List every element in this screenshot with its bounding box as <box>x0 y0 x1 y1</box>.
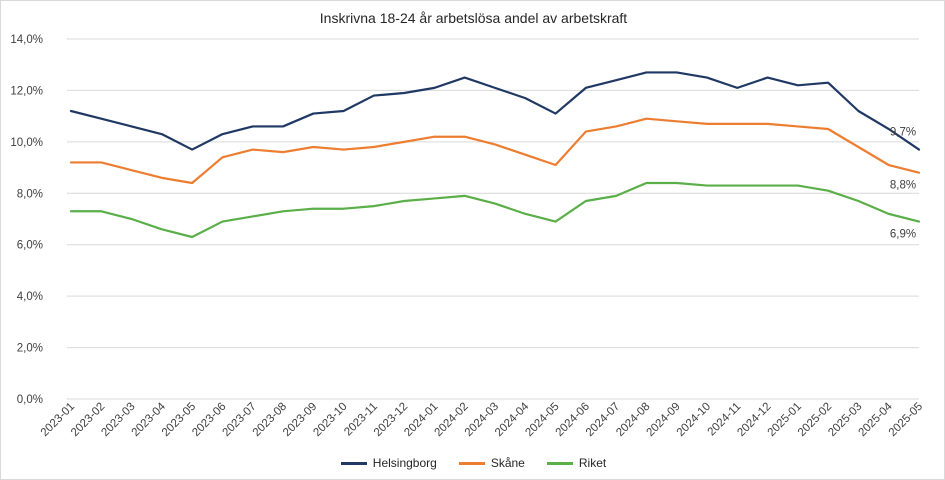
legend-item-skane: Skåne <box>458 456 525 470</box>
legend-item-riket: Riket <box>546 456 607 470</box>
y-tick-label: 10,0% <box>10 137 43 149</box>
y-tick-label: 14,0% <box>10 34 43 46</box>
data-label: 6,9% <box>890 229 916 241</box>
legend-item-helsingborg: Helsingborg <box>340 456 437 470</box>
legend-label-riket: Riket <box>578 456 607 470</box>
y-tick-label: 2,0% <box>17 343 43 355</box>
series-line-riket <box>69 181 921 239</box>
legend-label-skane: Skåne <box>490 456 525 470</box>
legend: Helsingborg Skåne Riket <box>1 456 945 470</box>
y-tick-label: 12,0% <box>10 85 43 97</box>
legend-label-helsingborg: Helsingborg <box>372 456 437 470</box>
data-label: 8,8% <box>890 180 916 192</box>
y-tick-label: 0,0% <box>17 394 43 406</box>
series-line-helsingborg <box>69 71 921 151</box>
chart-title: Inskrivna 18-24 år arbetslösa andel av a… <box>319 10 628 26</box>
series-line-sk-ne <box>69 117 921 185</box>
x-tick-label: 2023-10 <box>311 401 349 439</box>
x-tick-label: 2024-10 <box>675 401 713 439</box>
legend-swatch-riket <box>546 461 573 465</box>
legend-swatch-skane <box>458 461 485 465</box>
y-tick-label: 6,0% <box>17 240 43 252</box>
legend-swatch-helsingborg <box>340 461 367 465</box>
x-tick-label: 2025-05 <box>887 401 925 439</box>
y-tick-label: 4,0% <box>17 291 43 303</box>
data-label: 9,7% <box>890 127 916 139</box>
y-tick-label: 8,0% <box>17 188 43 200</box>
